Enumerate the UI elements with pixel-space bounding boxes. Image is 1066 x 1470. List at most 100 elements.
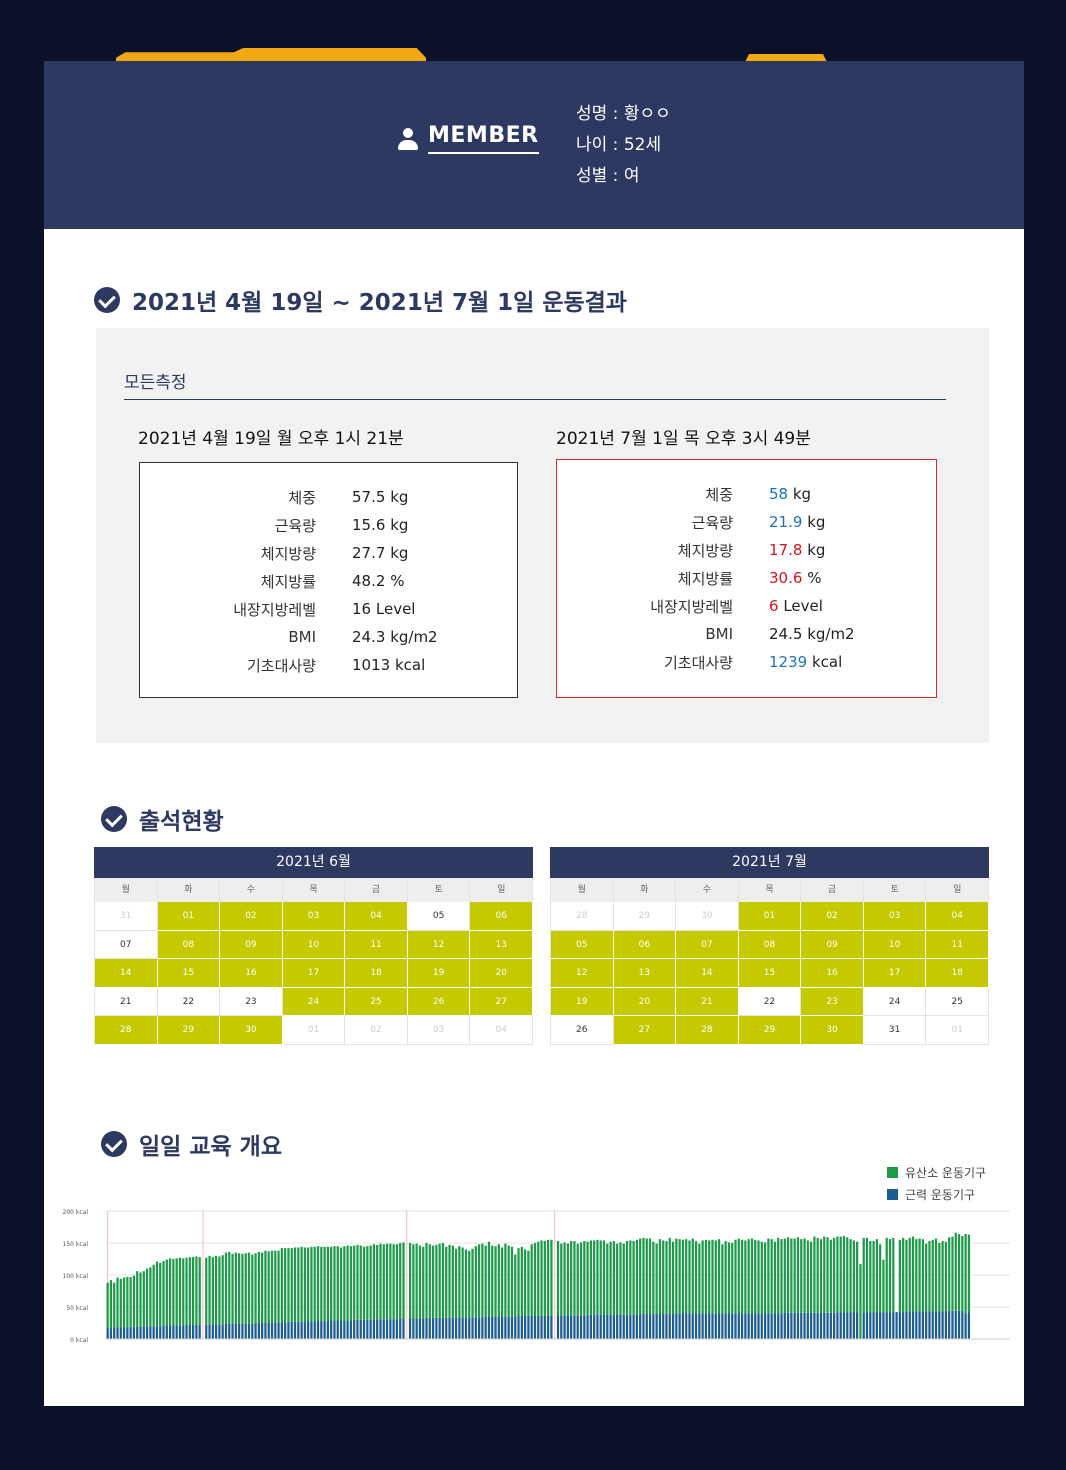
strength-bar bbox=[362, 1319, 366, 1339]
aerobic-bar bbox=[326, 1246, 330, 1322]
aerobic-bar bbox=[389, 1243, 392, 1320]
strength-bar bbox=[961, 1310, 964, 1339]
aerobic-bar bbox=[668, 1237, 671, 1315]
result-value-group: 15.6 kg bbox=[352, 516, 408, 534]
strength-bar bbox=[573, 1315, 576, 1339]
strength-bar bbox=[895, 1312, 898, 1339]
aerobic-bar bbox=[573, 1241, 576, 1316]
check-circle-icon bbox=[101, 806, 127, 832]
check-circle-icon bbox=[101, 1131, 127, 1157]
aerobic-bar bbox=[122, 1277, 126, 1328]
aerobic-bar bbox=[770, 1239, 773, 1314]
aerobic-bar bbox=[915, 1239, 918, 1312]
calendar-day-attended: 08 bbox=[738, 930, 802, 959]
strength-bar bbox=[691, 1313, 694, 1339]
aerobic-bar bbox=[714, 1240, 717, 1314]
strength-bar bbox=[698, 1313, 701, 1339]
calendar-day-attended: 18 bbox=[345, 959, 408, 988]
calendar-day-attended: 06 bbox=[613, 930, 677, 959]
aerobic-bar bbox=[708, 1240, 711, 1314]
strength-bar bbox=[833, 1312, 836, 1339]
result-label: 내장지방레벨 bbox=[233, 600, 316, 619]
aerobic-bar bbox=[491, 1245, 494, 1317]
aerobic-bar bbox=[888, 1239, 892, 1313]
aerobic-bar bbox=[152, 1264, 155, 1327]
aerobic-bar bbox=[474, 1246, 477, 1318]
calendar-day-attended: 06 bbox=[470, 902, 533, 931]
strength-bar bbox=[724, 1313, 727, 1339]
strength-bar bbox=[767, 1313, 770, 1339]
aerobic-bar bbox=[944, 1241, 948, 1312]
strength-bar bbox=[379, 1319, 382, 1339]
aerobic-bar bbox=[911, 1236, 915, 1312]
aerobic-bar bbox=[925, 1243, 928, 1312]
after-date: 2021년 7월 1일 목 오후 3시 49분 bbox=[556, 429, 811, 449]
aerobic-bar bbox=[339, 1247, 343, 1321]
aerobic-bar bbox=[468, 1250, 471, 1318]
strength-bar bbox=[750, 1313, 754, 1339]
aerobic-bar bbox=[803, 1238, 806, 1313]
result-value-group: 1013 kcal bbox=[352, 656, 425, 674]
aerobic-bar bbox=[247, 1252, 251, 1324]
aerobic-bar bbox=[116, 1277, 119, 1328]
strength-bar bbox=[918, 1311, 921, 1339]
calendar-day-attended: 17 bbox=[282, 959, 346, 988]
strength-bar bbox=[254, 1323, 257, 1339]
calendar-day-attended: 19 bbox=[407, 959, 471, 988]
strength-bar bbox=[579, 1315, 583, 1339]
strength-bar bbox=[869, 1312, 872, 1339]
result-unit: kg bbox=[390, 544, 409, 562]
aerobic-bar bbox=[267, 1251, 270, 1323]
calendar-day-attended: 10 bbox=[282, 930, 346, 959]
strength-bar bbox=[487, 1316, 491, 1339]
daily-section-title: 일일 교육 개요 bbox=[101, 1127, 282, 1161]
aerobic-bar bbox=[356, 1244, 359, 1320]
strength-bar bbox=[648, 1314, 652, 1339]
result-label: 근육량 bbox=[691, 513, 733, 532]
calendar-day-attended: 28 bbox=[95, 1016, 158, 1045]
aerobic-bar bbox=[721, 1244, 724, 1314]
aerobic-bar bbox=[228, 1251, 231, 1324]
result-row: BMI 24.5 kg/m2 bbox=[557, 620, 936, 648]
strength-bar bbox=[879, 1312, 882, 1339]
calendar-day-attended: 15 bbox=[157, 959, 221, 988]
aerobic-bar bbox=[783, 1238, 786, 1313]
aerobic-bar bbox=[596, 1239, 599, 1315]
strength-bar bbox=[533, 1315, 537, 1339]
strength-bar bbox=[313, 1321, 316, 1339]
strength-bar bbox=[836, 1312, 839, 1339]
strength-bar bbox=[602, 1314, 606, 1339]
strength-bar bbox=[964, 1313, 967, 1339]
strength-bar bbox=[957, 1310, 961, 1339]
strength-bar bbox=[343, 1320, 346, 1339]
calendar-day-attended: 05 bbox=[551, 930, 614, 959]
strength-bar bbox=[770, 1313, 773, 1339]
aerobic-bar bbox=[852, 1240, 855, 1313]
aerobic-bar bbox=[372, 1244, 376, 1320]
strength-bar bbox=[819, 1312, 823, 1339]
aerobic-bar bbox=[448, 1244, 451, 1318]
aerobic-bar bbox=[188, 1257, 191, 1325]
aerobic-bar bbox=[737, 1238, 740, 1314]
strength-bar bbox=[238, 1323, 241, 1339]
calendar-day-attended: 25 bbox=[345, 987, 408, 1016]
result-value: 1239 bbox=[769, 653, 808, 671]
result-label: BMI bbox=[705, 625, 733, 643]
strength-bar bbox=[136, 1326, 139, 1339]
aerobic-bar bbox=[500, 1247, 504, 1317]
aerobic-bar bbox=[349, 1246, 353, 1321]
strength-bar bbox=[780, 1313, 783, 1339]
calendar-day: 01 bbox=[926, 1016, 989, 1045]
aerobic-bar bbox=[277, 1250, 280, 1323]
result-value: 58 bbox=[769, 485, 789, 503]
aerobic-bar bbox=[461, 1247, 464, 1318]
strength-bar bbox=[441, 1317, 445, 1339]
calendar-day-attended: 09 bbox=[801, 930, 864, 959]
result-row: 체중 58 kg bbox=[557, 480, 936, 508]
calendar-day-attended: 07 bbox=[676, 930, 739, 959]
strength-bar bbox=[616, 1314, 619, 1339]
strength-bar bbox=[596, 1314, 599, 1339]
aerobic-bar bbox=[836, 1236, 839, 1313]
result-unit: Level bbox=[783, 597, 823, 615]
calendar-day-attended: 01 bbox=[157, 902, 221, 931]
